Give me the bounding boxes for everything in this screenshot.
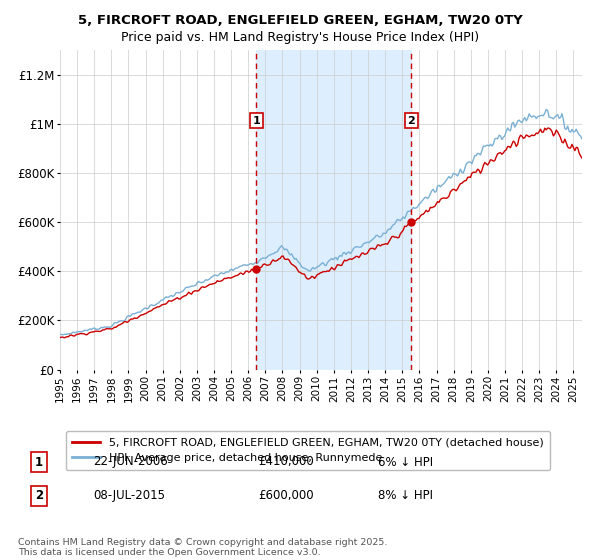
Text: 2: 2 (35, 489, 43, 502)
Text: Price paid vs. HM Land Registry's House Price Index (HPI): Price paid vs. HM Land Registry's House … (121, 31, 479, 44)
Text: Contains HM Land Registry data © Crown copyright and database right 2025.
This d: Contains HM Land Registry data © Crown c… (18, 538, 388, 557)
Text: 22-JUN-2006: 22-JUN-2006 (93, 455, 168, 469)
Text: £600,000: £600,000 (258, 489, 314, 502)
Text: 5, FIRCROFT ROAD, ENGLEFIELD GREEN, EGHAM, TW20 0TY: 5, FIRCROFT ROAD, ENGLEFIELD GREEN, EGHA… (77, 14, 523, 27)
Text: 08-JUL-2015: 08-JUL-2015 (93, 489, 165, 502)
Bar (256, 50, 411, 370)
Text: 2: 2 (407, 115, 415, 125)
Text: 1: 1 (35, 455, 43, 469)
Text: £410,000: £410,000 (258, 455, 314, 469)
Text: 8% ↓ HPI: 8% ↓ HPI (378, 489, 433, 502)
Legend: 5, FIRCROFT ROAD, ENGLEFIELD GREEN, EGHAM, TW20 0TY (detached house), HPI: Avera: 5, FIRCROFT ROAD, ENGLEFIELD GREEN, EGHA… (65, 431, 550, 470)
Text: 1: 1 (253, 115, 260, 125)
Text: 6% ↓ HPI: 6% ↓ HPI (378, 455, 433, 469)
